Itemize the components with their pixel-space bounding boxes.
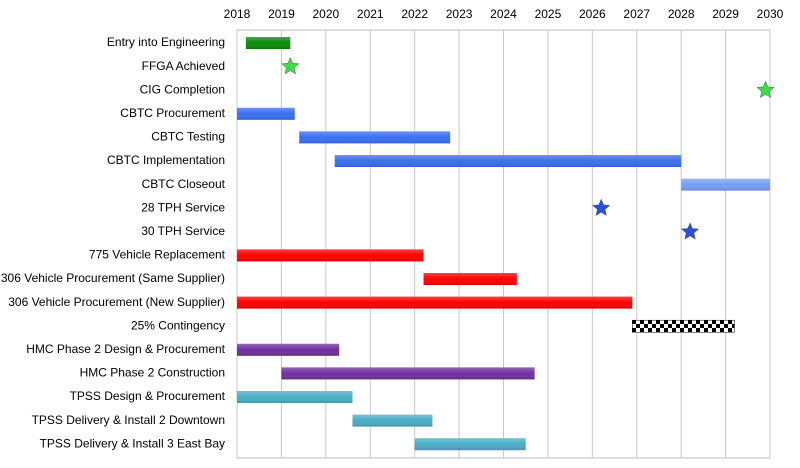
bar-shade [245,37,291,49]
x-tick-label: 2027 [623,7,650,21]
milestone [592,198,611,217]
bar-shade [281,367,535,380]
task-label: TPSS Delivery & Install 2 Downtown [32,413,225,427]
x-tick-label: 2021 [357,7,384,21]
x-tick-label: 2030 [757,7,784,21]
task-label: CIG Completion [140,82,225,96]
bar-shade [237,249,424,262]
task-label: 775 Vehicle Replacement [89,248,226,262]
x-tick-label: 2025 [535,7,562,21]
bar-shade [237,296,633,309]
task-label: 306 Vehicle Procurement (Same Supplier) [1,271,225,285]
task-label: 25% Contingency [131,318,225,332]
task-label: 306 Vehicle Procurement (New Supplier) [8,295,225,309]
bar-shade [237,343,340,356]
task-label: CBTC Procurement [120,106,225,120]
task-label: Entry into Engineering [107,35,225,49]
task-label: TPSS Delivery & Install 3 East Bay [40,436,225,450]
x-tick-label: 2018 [224,7,251,21]
task-label: CBTC Testing [151,130,225,144]
bar-shade [423,273,517,285]
bar-shade [299,131,451,144]
bar-shade [352,414,433,427]
x-tick-label: 2024 [490,7,517,21]
x-tick-label: 2026 [579,7,606,21]
bar-shade [237,391,353,403]
milestone [680,222,700,240]
x-tick-label: 2029 [712,7,739,21]
bar-shade [334,155,682,167]
x-tick-label: 2023 [446,7,473,21]
x-tick-label: 2020 [312,7,339,21]
milestone [281,56,300,75]
task-label: CBTC Closeout [142,177,226,191]
milestone [756,80,775,99]
task-label: HMC Phase 2 Construction [80,366,225,380]
task-label: HMC Phase 2 Design & Procurement [26,342,225,356]
task-label: TPSS Design & Procurement [70,389,226,403]
task-label: CBTC Implementation [107,153,225,167]
bar-shade [237,107,295,120]
bar-shade [681,178,770,191]
x-tick-label: 2022 [401,7,428,21]
task-label: 30 TPH Service [141,224,225,238]
task-label: 28 TPH Service [141,200,225,214]
task-label: FFGA Achieved [142,59,225,73]
bar-shade [414,438,526,451]
x-tick-label: 2028 [668,7,695,21]
task-bar [632,319,735,333]
x-tick-label: 2019 [268,7,295,21]
